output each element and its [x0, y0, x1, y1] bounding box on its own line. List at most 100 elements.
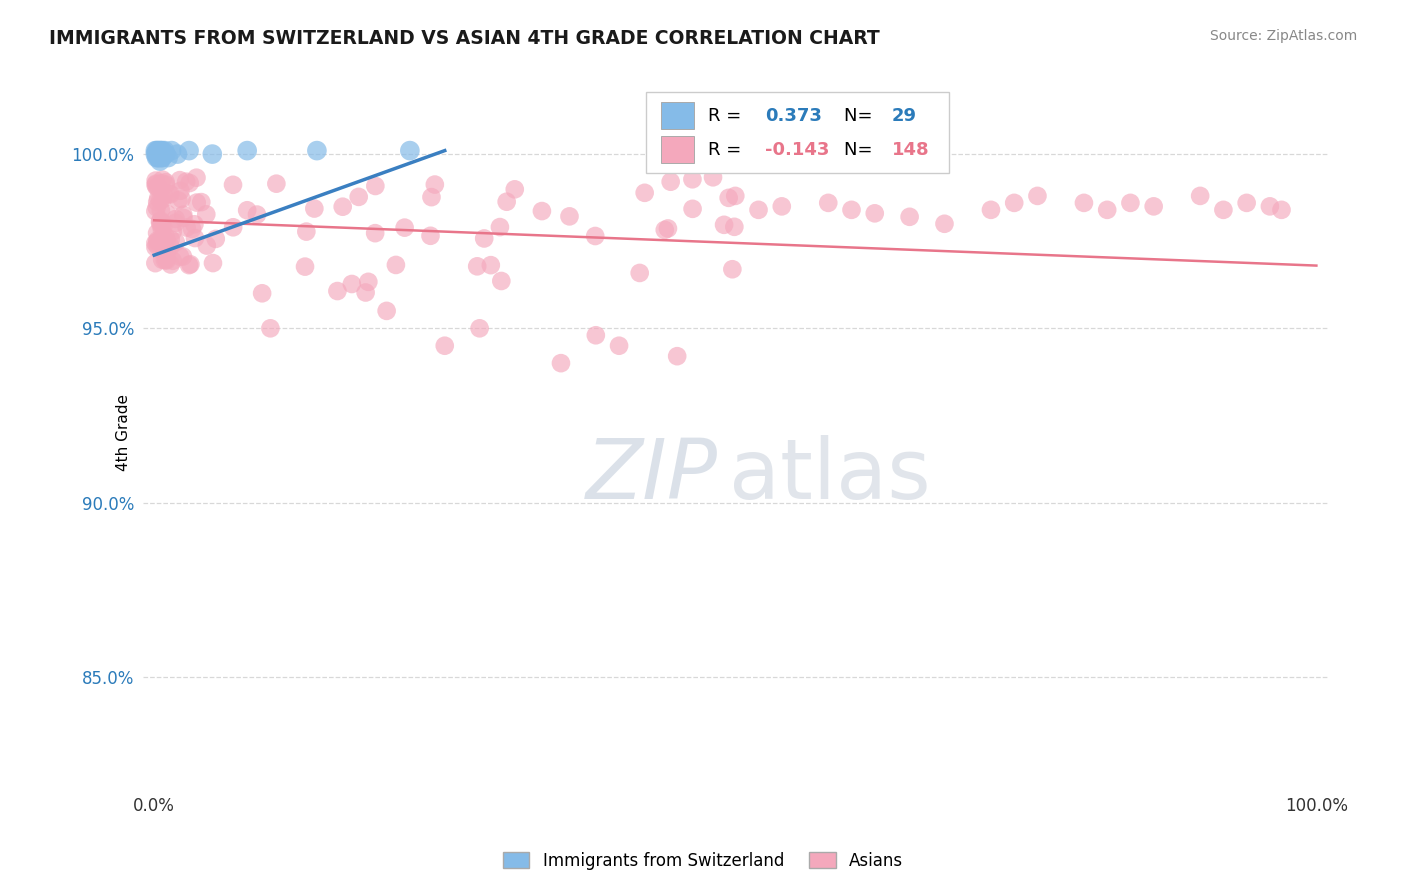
Point: [152, 147, 174, 161]
Point: [468, 321, 491, 335]
Point: [146, 144, 169, 158]
Point: [145, 151, 167, 165]
Point: [155, 234, 177, 248]
Point: [721, 262, 744, 277]
Point: [152, 219, 174, 234]
Point: [980, 202, 1002, 217]
Point: [1002, 195, 1025, 210]
Point: [503, 182, 526, 196]
Point: [152, 172, 174, 186]
Point: [148, 191, 170, 205]
Y-axis label: 4th Grade: 4th Grade: [117, 394, 132, 471]
Point: [201, 256, 224, 270]
Point: [195, 207, 218, 221]
Point: [841, 202, 863, 217]
Point: [394, 220, 416, 235]
Point: [1258, 199, 1281, 213]
Point: [162, 224, 184, 238]
Point: [145, 240, 167, 254]
Point: [172, 208, 194, 222]
Point: [148, 151, 170, 165]
Point: [143, 147, 166, 161]
Point: [146, 147, 169, 161]
Point: [143, 256, 166, 270]
Point: [143, 236, 166, 251]
Point: [305, 144, 328, 158]
Point: [357, 275, 380, 289]
Point: [304, 202, 326, 216]
Point: [375, 304, 398, 318]
Point: [222, 220, 245, 235]
Point: [170, 192, 193, 206]
Point: [176, 220, 198, 235]
Point: [682, 202, 704, 216]
Point: [148, 144, 170, 158]
Point: [770, 199, 793, 213]
Point: [723, 219, 745, 234]
Point: [204, 232, 226, 246]
Point: [148, 147, 170, 161]
Point: [177, 144, 200, 158]
FancyBboxPatch shape: [661, 136, 693, 163]
Point: [659, 175, 682, 189]
Point: [149, 144, 172, 158]
Point: [465, 260, 488, 274]
Point: [145, 147, 167, 161]
Point: [250, 286, 273, 301]
Point: [585, 328, 607, 343]
Point: [181, 222, 204, 236]
Point: [583, 229, 606, 244]
Point: [1189, 189, 1212, 203]
Point: [489, 220, 512, 235]
Point: [898, 210, 921, 224]
Point: [152, 192, 174, 206]
Point: [364, 179, 387, 194]
Point: [607, 339, 630, 353]
Point: [152, 188, 174, 202]
Point: [433, 339, 456, 353]
Point: [150, 235, 173, 249]
Point: [156, 207, 179, 221]
Point: [169, 184, 191, 198]
Point: [173, 211, 195, 225]
Point: [172, 250, 194, 264]
Text: 148: 148: [891, 141, 929, 159]
Point: [259, 321, 281, 335]
Point: [1073, 195, 1095, 210]
Bar: [647, 92, 949, 173]
Point: [155, 253, 177, 268]
Point: [149, 154, 172, 169]
Point: [159, 187, 181, 202]
Point: [530, 204, 553, 219]
Point: [724, 189, 747, 203]
Point: [155, 175, 177, 189]
Point: [558, 210, 581, 224]
Point: [146, 234, 169, 248]
Point: [266, 177, 288, 191]
Text: IMMIGRANTS FROM SWITZERLAND VS ASIAN 4TH GRADE CORRELATION CHART: IMMIGRANTS FROM SWITZERLAND VS ASIAN 4TH…: [49, 29, 880, 48]
Point: [186, 195, 208, 210]
Point: [195, 238, 218, 252]
Point: [713, 218, 735, 232]
Point: [246, 208, 269, 222]
Point: [479, 258, 502, 272]
Point: [657, 221, 679, 235]
Point: [150, 144, 173, 158]
Point: [143, 204, 166, 219]
Point: [681, 172, 703, 186]
Point: [174, 175, 197, 189]
Point: [423, 178, 446, 192]
Point: [364, 226, 387, 240]
Point: [150, 144, 173, 158]
Point: [149, 218, 172, 232]
Point: [1119, 195, 1142, 210]
Point: [149, 213, 172, 227]
Point: [156, 245, 179, 260]
Point: [702, 170, 724, 185]
Text: 0.373: 0.373: [765, 107, 821, 125]
Point: [184, 231, 207, 245]
Point: [222, 178, 245, 192]
Point: [201, 147, 224, 161]
Point: [332, 200, 354, 214]
Point: [495, 194, 517, 209]
